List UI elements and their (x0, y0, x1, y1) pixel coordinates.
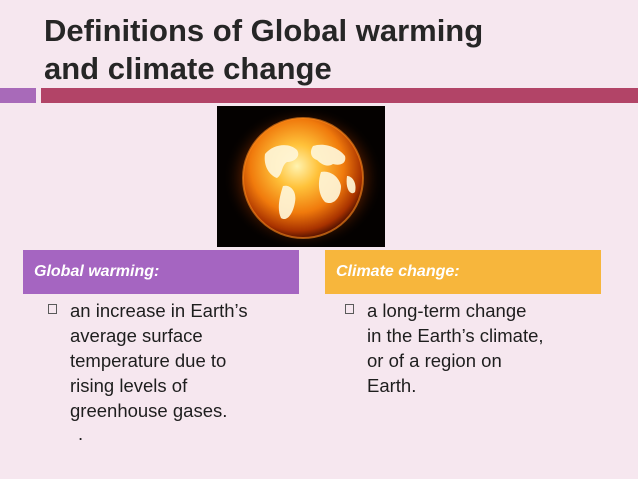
cc-line-3: or of a region on (367, 350, 502, 371)
gw-line-4: rising levels of (70, 375, 188, 396)
accent-bar-right (41, 88, 638, 103)
slide-title-line-1: Definitions of Global warming (44, 13, 484, 48)
cc-line-2: in the Earth’s climate, (367, 325, 544, 346)
climate-change-definition: a long-term change in the Earth’s climat… (345, 298, 610, 398)
globe-icon (217, 106, 385, 247)
global-warming-header: Global warming: (23, 250, 299, 294)
accent-bar-left (0, 88, 36, 103)
gw-line-2: average surface (70, 325, 203, 346)
global-warming-bullet: an increase in Earth’s average surface t… (48, 298, 323, 423)
slide-title: Definitions of Global warming and climat… (44, 12, 624, 88)
square-bullet-icon (345, 304, 354, 314)
climate-change-bullet: a long-term change in the Earth’s climat… (345, 298, 610, 398)
gw-trailing-dot: . (78, 423, 84, 444)
cc-line-1: a long-term change (367, 300, 527, 321)
climate-change-header: Climate change: (325, 250, 601, 294)
global-warming-definition: an increase in Earth’s average surface t… (48, 298, 323, 445)
gw-line-5: greenhouse gases. (70, 400, 228, 421)
square-bullet-icon (48, 304, 57, 314)
slide-title-line-2: and climate change (44, 51, 332, 86)
cc-line-4: Earth. (367, 375, 417, 396)
burning-globe-image (217, 106, 385, 247)
gw-line-1: an increase in Earth’s (70, 300, 248, 321)
gw-line-3: temperature due to (70, 350, 227, 371)
